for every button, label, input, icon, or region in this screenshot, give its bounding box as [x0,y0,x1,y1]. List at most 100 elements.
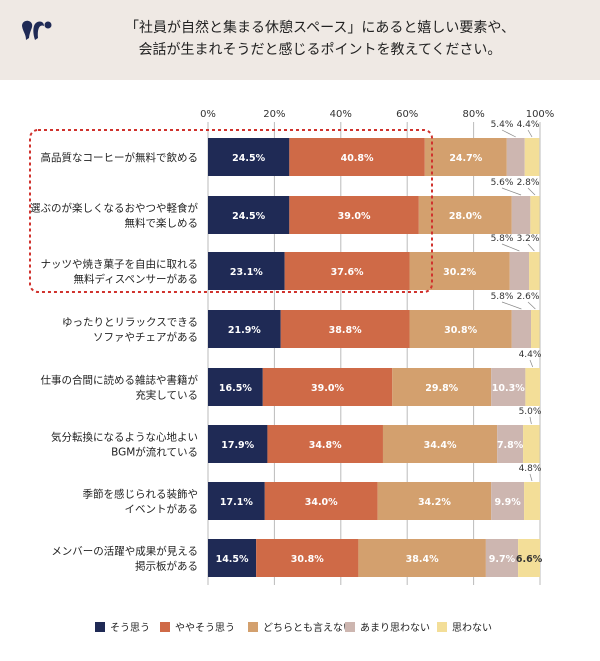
data-label: 34.0% [305,497,338,508]
leader-line [527,243,535,252]
legend-swatch [160,622,170,632]
category-label: 季節を感じられる装飾や [83,488,199,501]
legend-swatch [248,622,258,632]
data-label: 21.9% [228,325,261,336]
leader-line [501,301,522,310]
data-label: 14.5% [216,554,249,565]
title-line-1: 「社員が自然と集まる休憩スペース」にあると嬉しい要素や、 [125,20,515,36]
highlight-box [29,129,433,293]
category-label: 充実している [135,389,198,402]
legend-label: 思わない [452,622,492,634]
data-label: 29.8% [425,383,458,394]
bar-segment [518,539,540,577]
legend-label: そう思う [110,622,150,634]
title-line-2: 会話が生まれそうだと感じるポイントを教えてください。 [138,42,502,58]
data-label: 10.3% [492,383,525,394]
bar-segment [208,482,265,520]
data-label: 2.6% [517,292,540,302]
x-tick-label: 20% [263,109,285,120]
data-label: 30.8% [444,325,477,336]
bar-segment [267,425,383,463]
data-label: 5.8% [491,292,514,302]
data-label: 39.0% [338,211,371,222]
data-label: 23.1% [230,267,263,278]
bar-segment [284,252,410,290]
bar-segment [208,425,268,463]
data-label: 34.2% [418,497,451,508]
bar-segment [280,310,410,348]
data-label: 24.5% [232,153,265,164]
leader-line [501,243,520,252]
bar-segment [511,196,531,234]
data-label: 28.0% [449,211,482,222]
leader-line [527,301,536,310]
data-label: 30.2% [443,267,476,278]
legend-label: どちらとも言えない [263,621,353,634]
data-label: 9.7% [489,554,516,565]
bar-segment [377,482,492,520]
data-label: 17.9% [221,440,254,451]
bar-segment [358,539,486,577]
data-label: 5.8% [491,234,514,244]
data-label: 37.6% [331,267,364,278]
category-label: 気分転換になるような心地よい [51,431,198,444]
legend-swatch [437,622,447,632]
data-label: 40.8% [341,153,374,164]
bar-segment [523,425,540,463]
bar-segment [289,196,419,234]
leader-line [501,187,522,196]
bar-segment [409,252,510,290]
bar-segment [208,310,281,348]
bar-segment [525,368,540,406]
bar-segment [208,368,263,406]
data-label: 3.2% [517,234,540,244]
bar-segment [392,368,492,406]
bar-segment [524,138,540,176]
bar-segment [485,539,519,577]
x-tick-label: 0% [200,109,216,120]
data-label: 5.4% [491,120,514,130]
data-label: 24.5% [232,211,265,222]
bar-segment [208,252,285,290]
data-label: 16.5% [219,383,252,394]
leader-line [529,359,534,368]
x-tick-label: 80% [462,109,484,120]
bar-segment [424,138,507,176]
legend-swatch [95,622,105,632]
bar-segment [524,482,540,520]
bar-segment [531,310,540,348]
bar-segment [208,196,290,234]
bar-segment [256,539,359,577]
category-label: 仕事の合間に読める雑誌や書籍が [41,374,199,387]
category-label: 掲示板がある [135,560,198,573]
leader-line [529,416,532,425]
logo-icon [22,20,52,40]
legend-label: ややそう思う [175,622,235,634]
category-label: ナッツや焼き菓子を自由に取れる [41,258,199,271]
bar-segment [289,138,425,176]
category-label: メンバーの活躍や成果が見える [51,545,198,558]
leader-line [527,129,533,138]
category-label: 選ぶのが楽しくなるおやつや軽食が [30,202,198,215]
category-label: ゆったりとリラックスできる [62,317,198,329]
data-label: 39.0% [311,383,344,394]
bar-segment [409,310,512,348]
category-label: ソファやチェアがある [93,331,198,344]
x-tick-label: 60% [396,109,418,120]
x-tick-label: 40% [330,109,352,120]
bar-segment [208,539,257,577]
data-label: 17.1% [220,497,253,508]
x-tick-label: 100% [526,109,555,120]
chart-title: 「社員が自然と集まる休憩スペース」にあると嬉しい要素や、 会話が生まれそうだと感… [60,17,580,61]
bar-segment [491,368,526,406]
data-label: 7.8% [497,440,524,451]
bar-segment [529,252,540,290]
data-label: 2.8% [517,178,540,188]
legend-label: あまり思わない [360,622,430,634]
bar-segment [264,482,378,520]
bar-segment [262,368,393,406]
bar-segment [497,425,524,463]
data-label: 38.8% [329,325,362,336]
bar-segment [382,425,498,463]
